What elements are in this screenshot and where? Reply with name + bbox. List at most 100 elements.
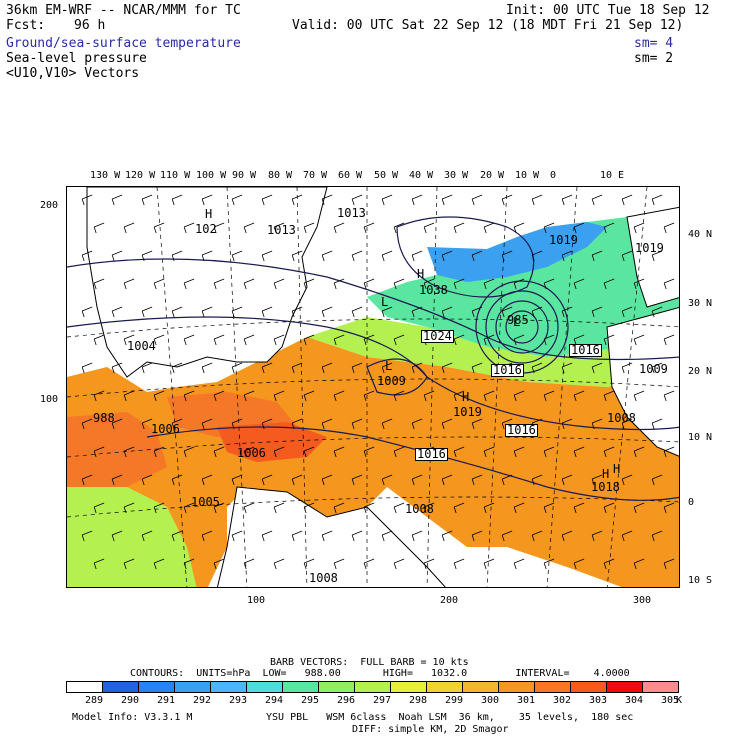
wind-barb bbox=[243, 390, 255, 402]
wind-barb bbox=[363, 278, 375, 290]
wind-barb bbox=[81, 530, 93, 542]
pressure-label: 1019 bbox=[453, 405, 482, 419]
longitude-tick: 20 W bbox=[480, 170, 505, 181]
longitude-tick: 110 W bbox=[160, 170, 191, 181]
wind-barb bbox=[471, 530, 483, 542]
wind-barb bbox=[141, 474, 153, 486]
wind-barb bbox=[441, 306, 453, 318]
wind-barb bbox=[393, 390, 405, 402]
wind-barb bbox=[81, 474, 93, 486]
wind-barb bbox=[273, 222, 285, 234]
wind-barb bbox=[651, 418, 663, 430]
wind-barb bbox=[141, 530, 153, 542]
wind-barb bbox=[351, 250, 363, 262]
wind-barb bbox=[363, 390, 375, 402]
wind-barb bbox=[471, 418, 483, 430]
wind-barb bbox=[213, 334, 225, 346]
pressure-center: L bbox=[381, 295, 389, 309]
wind-barb bbox=[501, 474, 513, 486]
wind-barb bbox=[561, 362, 573, 374]
pressure-label: 1008 bbox=[309, 571, 338, 585]
colorbar-swatch bbox=[210, 681, 247, 693]
wind-barb bbox=[453, 446, 465, 458]
field-wind-name: <U10,V10> Vectors bbox=[6, 66, 140, 81]
wind-barb bbox=[423, 502, 435, 514]
wind-barb bbox=[483, 278, 495, 290]
wind-barb bbox=[531, 530, 543, 542]
latitude-tick: 30 N bbox=[688, 298, 713, 309]
longitude-tick: 90 W bbox=[232, 170, 257, 181]
wind-barb bbox=[411, 306, 423, 318]
colorbar-swatch bbox=[390, 681, 427, 693]
pressure-label: 1016 bbox=[505, 423, 538, 437]
wind-barb bbox=[363, 502, 375, 514]
wind-barb bbox=[171, 530, 183, 542]
wind-barb bbox=[513, 558, 525, 570]
wind-barb bbox=[111, 418, 123, 430]
wind-barb bbox=[213, 558, 225, 570]
wind-barb bbox=[663, 390, 675, 402]
pressure-label: 1019 bbox=[635, 241, 664, 255]
wind-barb bbox=[291, 474, 303, 486]
wind-barb bbox=[453, 334, 465, 346]
colorbar-label: 300 bbox=[480, 695, 500, 706]
wind-barb bbox=[363, 222, 375, 234]
colorbar-swatch bbox=[66, 681, 103, 693]
wind-barb bbox=[183, 278, 195, 290]
wind-barb bbox=[381, 250, 393, 262]
pressure-center: L bbox=[513, 315, 521, 329]
wind-barb bbox=[363, 558, 375, 570]
wind-barb bbox=[111, 306, 123, 318]
wind-barb bbox=[561, 474, 573, 486]
wind-barb bbox=[183, 558, 195, 570]
pressure-label: 1016 bbox=[569, 343, 602, 357]
wind-barb bbox=[81, 194, 93, 206]
map-svg bbox=[67, 187, 679, 587]
wind-barb bbox=[381, 474, 393, 486]
wind-barb bbox=[603, 278, 615, 290]
latitude-tick: 10 N bbox=[688, 432, 713, 443]
wind-barb bbox=[441, 530, 453, 542]
wind-barb bbox=[81, 362, 93, 374]
wind-barb bbox=[621, 530, 633, 542]
wind-barb bbox=[663, 502, 675, 514]
wind-barb bbox=[93, 502, 105, 514]
field-sst-name: Ground/sea-surface temperature bbox=[6, 36, 241, 51]
colorbar-label: 303 bbox=[588, 695, 608, 706]
wind-barb bbox=[141, 362, 153, 374]
wind-barb bbox=[321, 250, 333, 262]
colorbar-swatch bbox=[174, 681, 211, 693]
pressure-label: 988 bbox=[93, 411, 115, 425]
wind-barb bbox=[513, 390, 525, 402]
wind-barb bbox=[333, 390, 345, 402]
wind-barb bbox=[333, 278, 345, 290]
wind-barb bbox=[591, 194, 603, 206]
colorbar-swatch bbox=[606, 681, 643, 693]
wind-barb bbox=[531, 306, 543, 318]
wind-barb bbox=[243, 222, 255, 234]
wind-barb bbox=[441, 250, 453, 262]
wind-barb bbox=[591, 474, 603, 486]
wind-barb bbox=[603, 390, 615, 402]
wind-barb bbox=[81, 250, 93, 262]
wind-barb bbox=[171, 474, 183, 486]
wind-barb bbox=[621, 362, 633, 374]
colorbar-label: 290 bbox=[120, 695, 140, 706]
wind-barb bbox=[141, 194, 153, 206]
wind-barb bbox=[513, 222, 525, 234]
wind-barb bbox=[141, 306, 153, 318]
north-america-land bbox=[86, 187, 328, 378]
wind-barb bbox=[303, 390, 315, 402]
colorbar-label: 299 bbox=[444, 695, 464, 706]
wind-barb bbox=[351, 530, 363, 542]
wind-barb bbox=[663, 222, 675, 234]
wind-barb bbox=[441, 362, 453, 374]
wind-barb bbox=[291, 194, 303, 206]
wind-barb bbox=[153, 502, 165, 514]
isobars bbox=[67, 216, 679, 501]
pressure-label: 1008 bbox=[405, 502, 434, 516]
wind-barb bbox=[291, 418, 303, 430]
colorbar-swatch bbox=[282, 681, 319, 693]
wind-barb bbox=[663, 278, 675, 290]
pressure-label: 1013 bbox=[337, 206, 366, 220]
